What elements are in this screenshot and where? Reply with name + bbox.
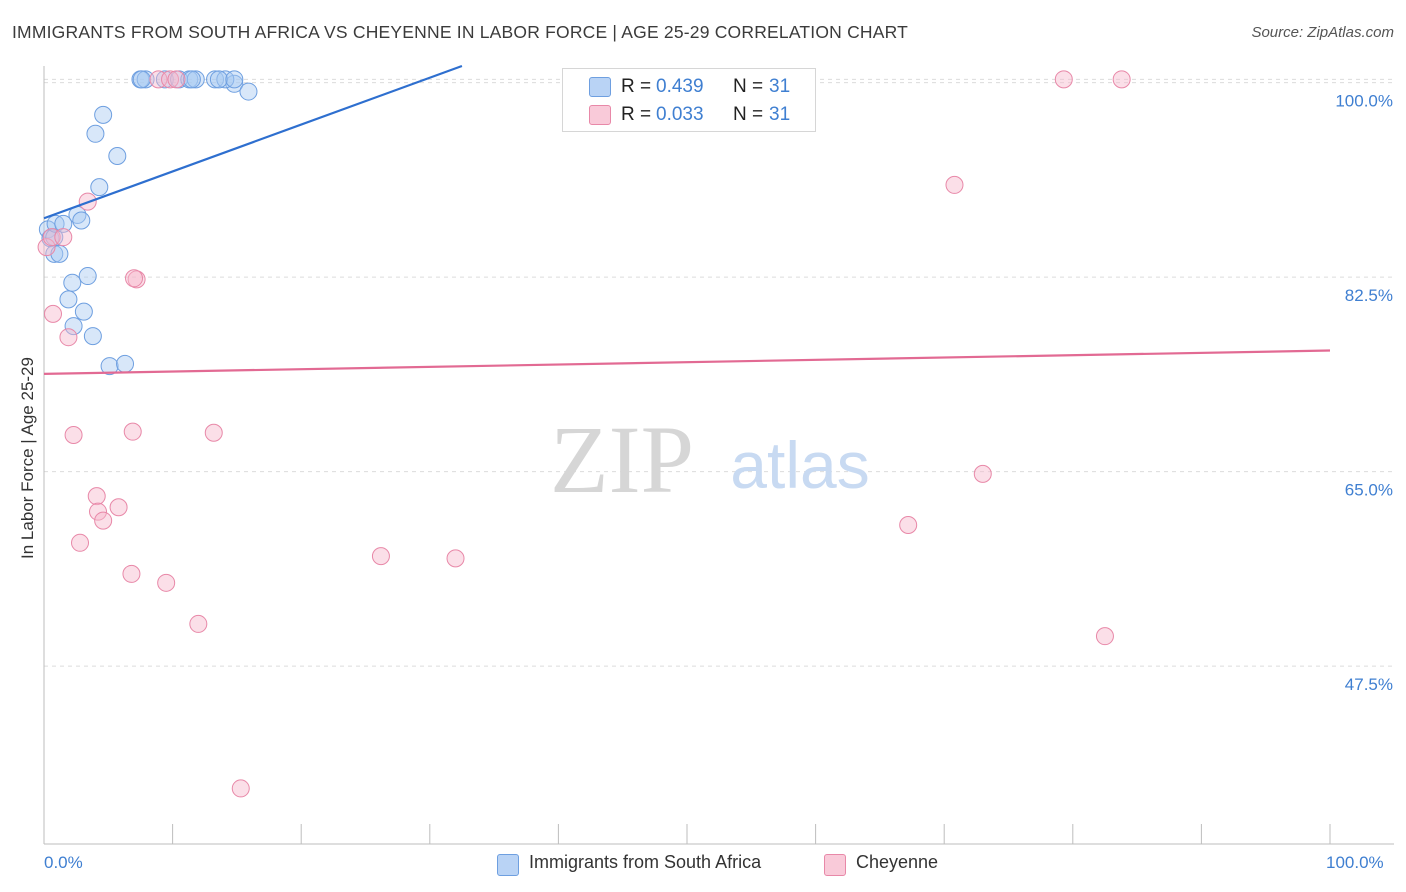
blue-point [46,214,65,233]
blue-point [100,357,119,376]
pink-point [1112,70,1131,89]
blue-point [86,124,105,143]
chart-title: IMMIGRANTS FROM SOUTH AFRICA VS CHEYENNE… [12,22,909,42]
pink-point [71,533,90,552]
pink-point [89,502,108,521]
pink-point [123,422,142,441]
n-label: N = [733,104,764,125]
blue-point [94,105,113,124]
pink-point [122,564,141,583]
n-value: 31 [769,104,791,125]
stats-legend-row-blue: R = 0.439 N = 31 [563,72,815,102]
blue-point [182,70,201,89]
r-value: 0.439 [656,76,704,97]
pink-point [189,614,208,633]
pink-trend-line [43,349,1331,375]
r-label: R = [621,76,652,97]
blue-point [225,70,244,89]
pink-point [59,328,78,347]
pink-point [64,425,83,444]
x-tick-label-max: 100.0% [1326,853,1384,872]
r-value: 0.033 [656,104,704,125]
blue-point [74,302,93,321]
axes [43,66,1394,845]
stats-legend: R = 0.439 N = 31 R = 0.033 N = 31 [562,68,816,132]
pink-point [231,779,250,798]
pink-point [1095,627,1114,646]
blue-point [206,70,225,89]
pink-point [44,304,63,323]
pink-point [37,238,56,257]
series-legend: Immigrants from South Africa Cheyenne [0,852,1406,878]
stats-legend-row-pink: R = 0.033 N = 31 [563,100,815,130]
pink-point [446,549,465,568]
blue-trend-line [43,64,463,220]
blue-point [216,70,235,89]
y-tick-labels: 100.0% 82.5% 65.0% 47.5% [1335,92,1393,695]
blue-point [90,178,109,197]
n-value: 31 [769,76,791,97]
blue-point [72,211,91,230]
pink-point [125,269,144,288]
x-tick-label-min: 0.0% [44,853,83,872]
pink-point [945,175,964,194]
pink-point [54,228,73,247]
legend-label: Immigrants from South Africa [529,852,762,872]
pink-point [973,464,992,483]
blue-point [78,267,97,286]
watermark: ZIP atlas [550,406,870,513]
n-label: N = [733,76,764,97]
blue-point [108,147,127,166]
legend-swatch-pink [824,854,846,876]
pink-point [161,70,180,89]
pink-point [94,511,113,530]
trend-lines [43,64,1331,375]
blue-point [209,70,228,89]
pink-point [87,487,106,506]
blue-point [132,70,151,89]
blue-point [59,290,78,309]
blue-point [116,354,135,373]
legend-swatch-blue [589,77,611,97]
y-tick-label: 82.5% [1345,286,1393,305]
chart-source: Source: ZipAtlas.com [1251,24,1394,41]
y-tick-label: 100.0% [1335,92,1393,111]
y-tick-label: 47.5% [1345,675,1393,694]
pink-point [157,573,176,592]
blue-point [239,82,258,101]
blue-point [83,327,102,346]
y-tick-label: 65.0% [1345,481,1393,500]
pink-point [109,498,128,517]
pink-point [204,423,223,442]
legend-label: Cheyenne [856,852,939,872]
pink-point [167,70,186,89]
gridlines [44,78,1394,667]
pink-point [899,516,918,535]
blue-point [186,70,205,89]
watermark-atlas: atlas [730,428,869,502]
pink-point [371,547,390,566]
legend-swatch-blue [497,854,519,876]
blue-point [54,214,73,233]
data-points [37,70,1131,798]
blue-point [136,70,155,89]
watermark-zip: ZIP [550,406,694,513]
blue-point [64,317,83,336]
blue-point [63,273,82,292]
pink-point [1054,70,1073,89]
legend-swatch-pink [589,105,611,125]
r-label: R = [621,104,652,125]
